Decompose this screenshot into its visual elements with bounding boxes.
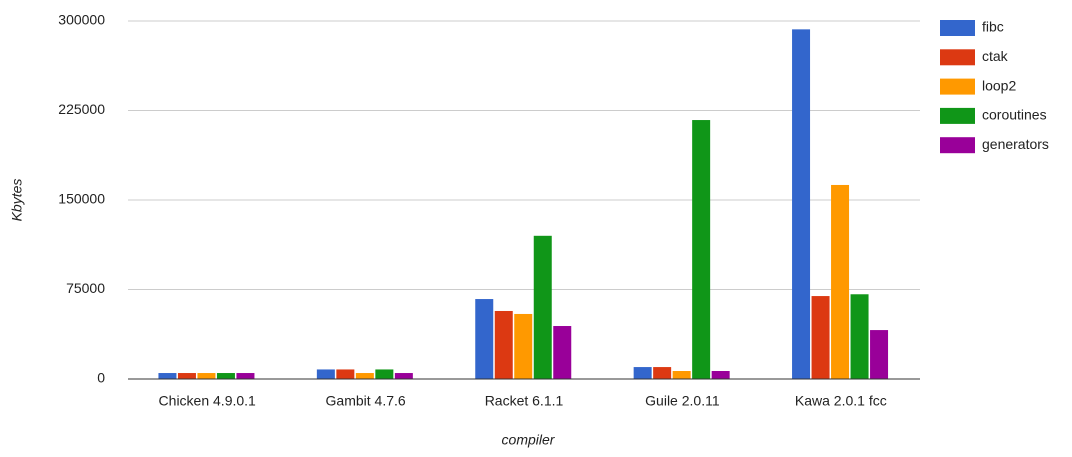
legend-label: fibc [982, 19, 1004, 35]
bar [533, 235, 552, 379]
bar [236, 373, 255, 379]
legend-swatch [940, 107, 975, 124]
y-tick-label: 75000 [66, 280, 105, 296]
bar [158, 373, 177, 379]
bar [494, 310, 513, 379]
bar [850, 294, 869, 379]
bar [811, 296, 830, 379]
bar [394, 373, 413, 379]
bar [216, 373, 235, 379]
x-tick-label: Guile 2.0.11 [645, 393, 720, 409]
y-tick-label: 150000 [58, 191, 105, 207]
bar [316, 369, 335, 379]
legend-label: generators [982, 136, 1049, 152]
bar [711, 371, 730, 379]
x-tick-label: Gambit 4.7.6 [326, 393, 406, 409]
legend-label: ctak [982, 48, 1009, 64]
legend-swatch [940, 78, 975, 95]
legend-swatch [940, 137, 975, 154]
bar [475, 299, 494, 379]
y-tick-label: 300000 [58, 12, 105, 28]
x-tick-label: Kawa 2.0.1 fcc [795, 393, 887, 409]
legend-label: loop2 [982, 77, 1016, 93]
bar [355, 373, 374, 379]
x-axis-label: compiler [502, 432, 556, 448]
bar [177, 373, 196, 379]
bar [831, 184, 850, 379]
legend-swatch [940, 49, 975, 66]
bar [514, 313, 533, 379]
bar [672, 371, 691, 379]
x-tick-label: Racket 6.1.1 [485, 393, 564, 409]
bar [553, 326, 572, 379]
y-axis-label: Kbytes [9, 179, 25, 222]
bar [653, 367, 672, 379]
bar [792, 29, 811, 379]
y-tick-label: 225000 [58, 101, 105, 117]
bar [692, 120, 711, 380]
bar [870, 330, 889, 379]
legend-label: coroutines [982, 107, 1047, 123]
bar [633, 367, 652, 379]
bar [375, 369, 394, 379]
y-tick-label: 0 [97, 370, 105, 386]
bar [336, 369, 355, 379]
bar [197, 373, 216, 379]
legend-swatch [940, 20, 975, 36]
x-tick-label: Chicken 4.9.0.1 [159, 393, 256, 409]
